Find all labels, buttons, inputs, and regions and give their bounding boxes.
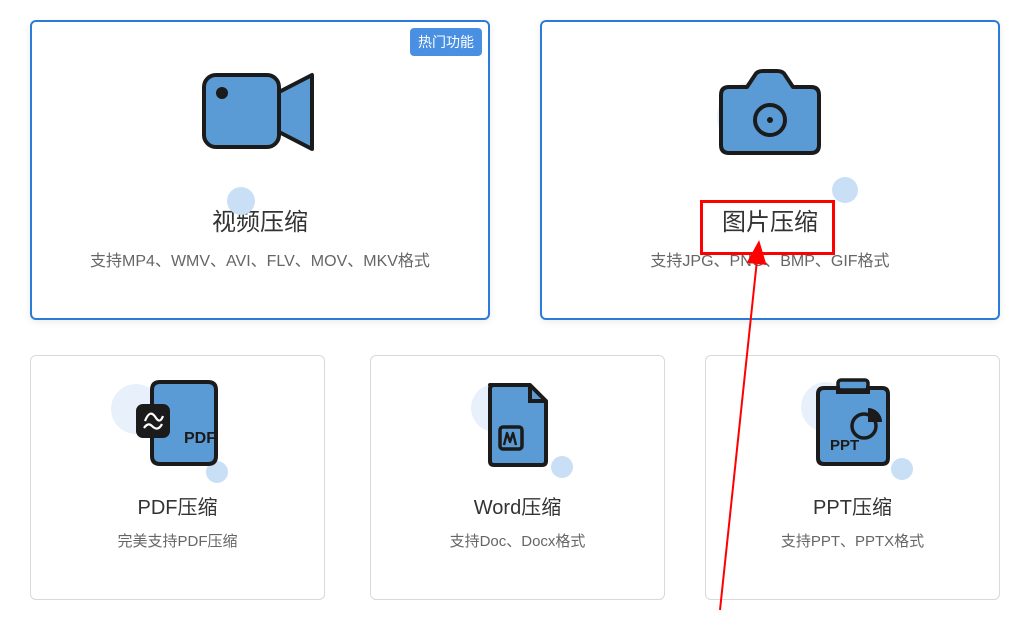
ppt-icon-wrap: PPT xyxy=(706,356,999,491)
image-icon-wrap xyxy=(542,22,998,202)
image-card-sub: 支持JPG、PNG、BMP、GIF格式 xyxy=(542,247,998,271)
pdf-icon: PDF xyxy=(130,376,225,471)
word-compress-card[interactable]: Word压缩 支持Doc、Docx格式 xyxy=(370,355,665,600)
image-card-title: 图片压缩 xyxy=(542,202,998,237)
word-card-sub: 支持Doc、Docx格式 xyxy=(371,530,664,551)
ppt-compress-card[interactable]: PPT PPT压缩 支持PPT、PPTX格式 xyxy=(705,355,1000,600)
pdf-compress-card[interactable]: PDF PDF压缩 完美支持PDF压缩 xyxy=(30,355,325,600)
video-card-sub: 支持MP4、WMV、AVI、FLV、MOV、MKV格式 xyxy=(32,247,488,271)
pdf-icon-wrap: PDF xyxy=(31,356,324,491)
pdf-card-sub: 完美支持PDF压缩 xyxy=(31,530,324,551)
ppt-card-sub: 支持PPT、PPTX格式 xyxy=(706,530,999,551)
word-card-title: Word压缩 xyxy=(371,491,664,520)
ppt-icon-label: PPT xyxy=(830,437,859,454)
word-icon xyxy=(482,379,554,469)
ppt-icon: PPT xyxy=(810,376,895,471)
blob xyxy=(832,177,858,203)
blob xyxy=(227,187,255,215)
word-icon-wrap xyxy=(371,356,664,491)
blob xyxy=(551,456,573,478)
pdf-icon-label: PDF xyxy=(184,430,216,447)
pdf-card-title: PDF压缩 xyxy=(31,491,324,520)
video-card-title: 视频压缩 xyxy=(32,202,488,237)
camera-icon xyxy=(715,65,825,160)
video-icon-wrap xyxy=(32,22,488,202)
video-icon xyxy=(200,67,320,157)
video-compress-card[interactable]: 热门功能 视频压缩 支持MP4、WMV、AVI、FLV、MOV、MKV格式 xyxy=(30,20,490,320)
image-compress-card[interactable]: 图片压缩 支持JPG、PNG、BMP、GIF格式 xyxy=(540,20,1000,320)
ppt-card-title: PPT压缩 xyxy=(706,491,999,520)
